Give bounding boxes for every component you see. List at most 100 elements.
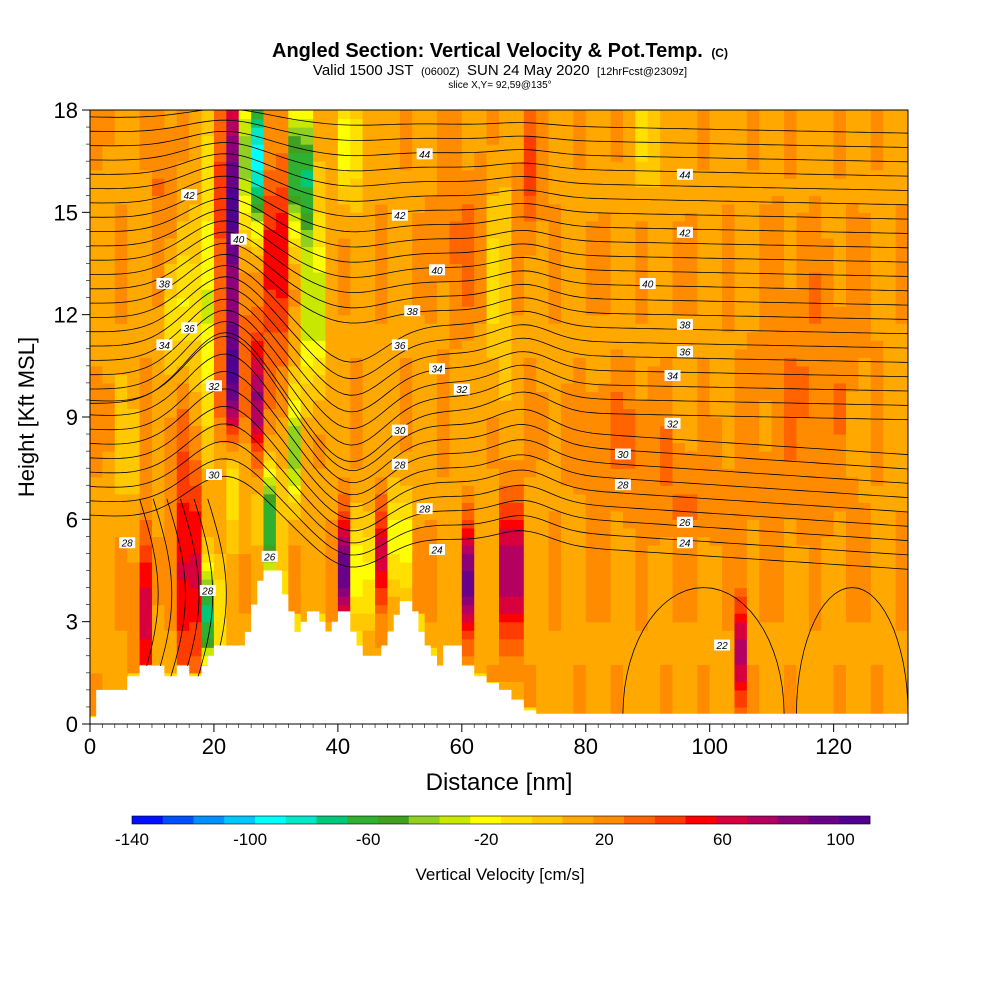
velocity-cell xyxy=(288,374,302,384)
velocity-cell xyxy=(511,365,525,375)
velocity-cell xyxy=(808,306,822,316)
velocity-cell xyxy=(759,289,773,299)
velocity-cell xyxy=(164,357,178,367)
velocity-cell xyxy=(684,417,698,427)
velocity-cell xyxy=(647,229,661,239)
velocity-cell xyxy=(734,544,748,555)
velocity-cell xyxy=(610,468,624,478)
velocity-cell xyxy=(858,229,872,239)
contour-label: 28 xyxy=(614,479,631,492)
velocity-cell xyxy=(511,485,525,495)
velocity-cell xyxy=(697,664,711,674)
velocity-cell xyxy=(895,289,908,299)
colorbar-swatch xyxy=(654,816,686,824)
velocity-cell xyxy=(102,365,116,375)
velocity-cell xyxy=(536,519,550,529)
velocity-cell xyxy=(90,425,103,435)
velocity-cell xyxy=(808,519,822,529)
velocity-cell xyxy=(127,613,141,623)
velocity-cell xyxy=(90,220,103,230)
velocity-cell xyxy=(573,374,587,384)
velocity-cell xyxy=(151,502,165,512)
velocity-cell xyxy=(536,647,550,657)
velocity-cell xyxy=(846,536,860,546)
velocity-cell xyxy=(734,655,748,665)
velocity-cell xyxy=(399,519,413,529)
velocity-cell xyxy=(387,468,401,478)
velocity-cell xyxy=(275,229,289,239)
velocity-cell xyxy=(536,306,550,316)
velocity-cell xyxy=(486,442,500,452)
velocity-cell xyxy=(734,152,748,162)
velocity-cell xyxy=(548,220,562,230)
x-tick-label: 120 xyxy=(815,734,852,759)
velocity-cell xyxy=(263,417,277,427)
velocity-cell xyxy=(784,544,798,555)
velocity-cell xyxy=(523,263,537,273)
velocity-cell xyxy=(771,553,785,563)
velocity-cell xyxy=(102,664,116,674)
velocity-cell xyxy=(660,161,674,171)
velocity-cell xyxy=(238,306,252,316)
velocity-cell xyxy=(387,382,401,393)
colorbar-swatch xyxy=(808,816,840,824)
velocity-cell xyxy=(870,212,884,222)
velocity-cell xyxy=(201,127,215,137)
velocity-cell xyxy=(424,596,438,606)
velocity-cell xyxy=(734,357,748,367)
velocity-cell xyxy=(350,306,364,316)
velocity-cell xyxy=(238,246,252,256)
velocity-cell xyxy=(548,357,562,367)
velocity-cell xyxy=(474,519,488,529)
velocity-cell xyxy=(461,596,475,606)
velocity-cell xyxy=(610,698,624,708)
velocity-cell xyxy=(213,220,227,230)
velocity-cell xyxy=(189,110,203,120)
velocity-cell xyxy=(114,596,128,606)
velocity-cell xyxy=(114,365,128,375)
velocity-cell xyxy=(622,220,636,230)
velocity-cell xyxy=(573,169,587,179)
velocity-cell xyxy=(833,681,847,691)
velocity-cell xyxy=(895,536,908,546)
velocity-cell xyxy=(362,536,376,546)
velocity-cell xyxy=(548,229,562,239)
velocity-cell xyxy=(697,246,711,256)
theta-contour-line xyxy=(90,287,908,396)
velocity-cell xyxy=(548,391,562,401)
velocity-cell xyxy=(313,152,327,162)
velocity-cell xyxy=(808,527,822,537)
velocity-cell xyxy=(796,604,810,614)
velocity-cell xyxy=(325,451,339,461)
velocity-cell xyxy=(164,553,178,563)
velocity-cell xyxy=(288,152,302,162)
velocity-cell xyxy=(784,127,798,137)
velocity-cell xyxy=(722,519,736,529)
velocity-cell xyxy=(511,570,525,580)
velocity-cell xyxy=(796,468,810,478)
velocity-cell xyxy=(771,579,785,589)
velocity-cell xyxy=(486,630,500,640)
velocity-cell xyxy=(796,195,810,205)
velocity-cell xyxy=(375,613,389,623)
velocity-cell xyxy=(226,519,240,529)
velocity-cell xyxy=(238,502,252,512)
velocity-cell xyxy=(846,510,860,520)
velocity-cell xyxy=(127,306,141,316)
velocity-cell xyxy=(821,408,835,418)
velocity-cell xyxy=(139,527,153,537)
velocity-cell xyxy=(337,399,351,410)
velocity-cell xyxy=(499,237,512,248)
velocity-cell xyxy=(238,161,252,171)
velocity-cell xyxy=(499,561,512,572)
velocity-cell xyxy=(523,493,537,503)
velocity-cell xyxy=(226,485,240,495)
velocity-cell xyxy=(672,178,686,188)
velocity-cell xyxy=(102,331,116,341)
velocity-cell xyxy=(102,408,116,418)
velocity-cell xyxy=(102,144,116,154)
velocity-cell xyxy=(102,272,116,282)
velocity-cell xyxy=(486,655,500,665)
velocity-cell xyxy=(895,331,908,341)
velocity-cell xyxy=(846,127,860,137)
